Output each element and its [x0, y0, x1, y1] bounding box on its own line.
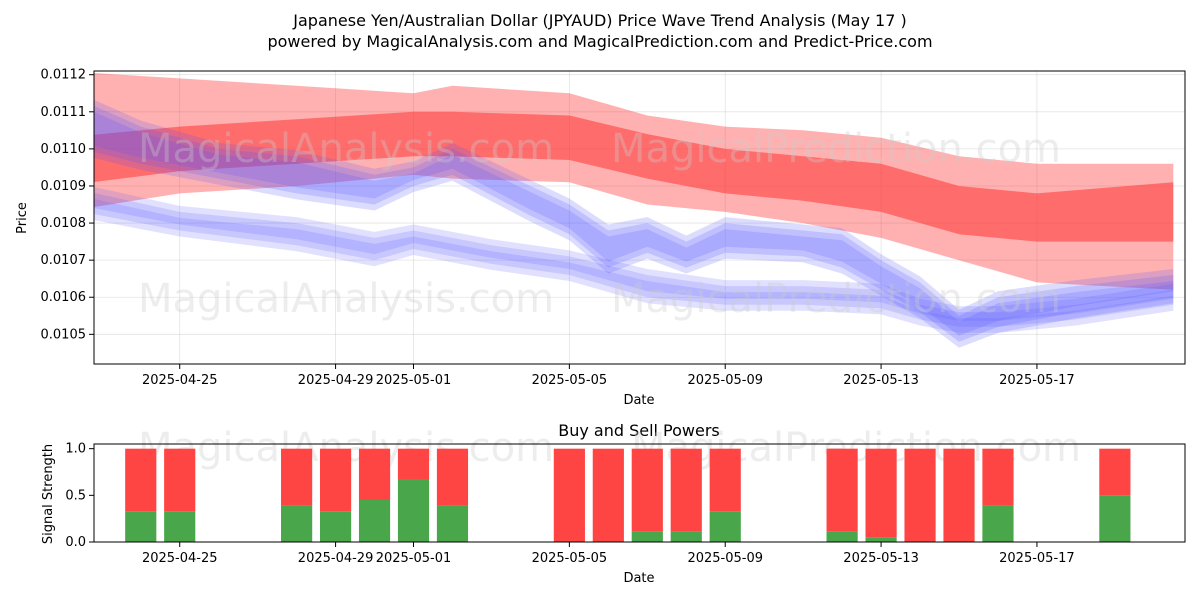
- watermark-analysis-mid: MagicalAnalysis.com: [138, 276, 554, 322]
- signal-x-tick-label: 2025-04-25: [142, 551, 218, 566]
- price-bands: [94, 72, 1174, 348]
- price-band-3: [94, 111, 1174, 348]
- price-y-tick-label: 0.0108: [41, 216, 87, 231]
- sell-bar: [865, 448, 897, 538]
- price-plot-frame: [93, 70, 1186, 365]
- sell-bar: [1099, 448, 1131, 496]
- chart-title: Japanese Yen/Australian Dollar (JPYAUD) …: [292, 11, 906, 30]
- price-band-1: [94, 111, 1174, 242]
- buy-bar: [125, 511, 157, 542]
- sell-bar: [943, 448, 975, 542]
- sell-bar: [553, 448, 585, 542]
- price-y-tick-label: 0.0106: [41, 290, 87, 305]
- signal-y-tick-label: 0.0: [65, 535, 86, 550]
- buy-bar: [670, 531, 702, 542]
- price-y-tick-label: 0.0109: [41, 179, 87, 194]
- buy-bar: [358, 500, 391, 542]
- price-band-layer: [94, 72, 1174, 348]
- price-panel: MagicalAnalysis.com MagicalPrediction.co…: [15, 68, 1186, 408]
- sell-bar: [631, 448, 663, 532]
- signal-y-axis: 0.0 0.5 1.0: [65, 442, 94, 550]
- buy-bar: [436, 505, 469, 542]
- signal-x-tick-label: 2025-05-09: [687, 551, 763, 566]
- sell-bar: [826, 448, 858, 532]
- buy-bar: [826, 531, 858, 542]
- price-band-2: [94, 186, 1174, 321]
- sell-bar: [709, 448, 741, 512]
- price-y-axis: 0.0105 0.0106 0.0107 0.0108 0.0109 0.0110 0.01…: [41, 68, 94, 342]
- sell-bar: [592, 448, 624, 542]
- price-x-axis: 2025-04-25 2025-04-29 2025-05-01 2025-05-05…: [142, 364, 1075, 388]
- price-x-tick-label: 2025-04-29: [298, 373, 374, 388]
- watermark-prediction-mid: MagicalPrediction.com: [611, 276, 1061, 322]
- sell-bar: [358, 448, 391, 500]
- price-y-tick-label: 0.0107: [41, 253, 87, 268]
- price-band-3: [94, 99, 1174, 336]
- signal-x-tick-label: 2025-04-29: [298, 551, 374, 566]
- sell-bar: [397, 448, 430, 480]
- sell-bar: [670, 448, 702, 532]
- buy-bar: [982, 505, 1014, 542]
- signal-plot-frame: [93, 443, 1186, 543]
- sell-bar: [319, 448, 352, 512]
- sell-bar: [164, 448, 196, 512]
- price-x-tick-label: 2025-04-25: [142, 373, 218, 388]
- price-y-tick-label: 0.0110: [41, 142, 87, 157]
- signal-bars: [125, 448, 1131, 542]
- buy-bar: [709, 511, 741, 542]
- sell-bar: [982, 448, 1014, 506]
- signal-x-axis-label: Date: [623, 571, 654, 586]
- signal-x-axis: 2025-04-25 2025-04-29 2025-05-01 2025-05-05…: [142, 542, 1075, 566]
- price-y-tick-label: 0.0105: [41, 327, 87, 342]
- buy-bar: [164, 511, 196, 542]
- signal-x-tick-label: 2025-05-17: [999, 551, 1075, 566]
- signal-y-tick-label: 0.5: [65, 488, 86, 503]
- chart-subtitle: powered by MagicalAnalysis.com and Magic…: [267, 32, 932, 51]
- price-band-2: [94, 198, 1174, 333]
- sell-bar: [125, 448, 157, 512]
- signal-y-axis-label: Signal Strength: [41, 444, 56, 544]
- price-x-axis-label: Date: [623, 393, 654, 408]
- signal-title: Buy and Sell Powers: [558, 421, 720, 440]
- price-y-tick-label: 0.0112: [41, 68, 87, 83]
- price-x-tick-label: 2025-05-05: [532, 373, 608, 388]
- price-x-tick-label: 2025-05-17: [999, 373, 1075, 388]
- watermark-prediction-top: MagicalPrediction.com: [611, 126, 1061, 172]
- watermark-analysis-top: MagicalAnalysis.com: [138, 126, 554, 172]
- signal-panel: Buy and Sell Powers MagicalAnalysis.com …: [41, 421, 1186, 586]
- buy-bar: [281, 505, 313, 542]
- signal-x-tick-label: 2025-05-13: [843, 551, 919, 566]
- price-y-tick-label: 0.0111: [41, 105, 87, 120]
- price-x-tick-label: 2025-05-09: [687, 373, 763, 388]
- sell-bar: [904, 448, 936, 542]
- signal-y-tick-label: 1.0: [65, 442, 86, 457]
- sell-bar: [436, 448, 469, 506]
- price-y-axis-label: Price: [15, 202, 30, 234]
- buy-bar: [319, 511, 352, 542]
- price-x-tick-label: 2025-05-01: [376, 373, 452, 388]
- signal-x-tick-label: 2025-05-05: [532, 551, 608, 566]
- sell-bar: [281, 448, 313, 506]
- signal-x-tick-label: 2025-05-01: [376, 551, 452, 566]
- price-x-tick-label: 2025-05-13: [843, 373, 919, 388]
- price-band-3: [94, 105, 1174, 342]
- buy-bar: [1099, 495, 1131, 542]
- buy-bar: [397, 479, 430, 542]
- buy-bar: [865, 537, 897, 542]
- buy-bar: [631, 531, 663, 542]
- price-band-2: [94, 192, 1174, 327]
